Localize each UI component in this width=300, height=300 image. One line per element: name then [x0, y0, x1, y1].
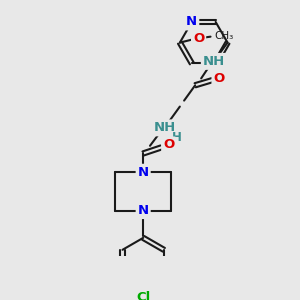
- Text: CH₃: CH₃: [214, 31, 233, 41]
- Text: N: N: [186, 16, 197, 28]
- Text: H: H: [172, 131, 182, 144]
- Text: N: N: [138, 204, 149, 217]
- Text: O: O: [213, 72, 225, 85]
- Text: O: O: [193, 32, 204, 45]
- Text: N: N: [138, 166, 149, 179]
- Text: O: O: [163, 138, 174, 152]
- Text: Cl: Cl: [136, 291, 150, 300]
- Text: NH: NH: [153, 122, 176, 134]
- Text: NH: NH: [203, 55, 225, 68]
